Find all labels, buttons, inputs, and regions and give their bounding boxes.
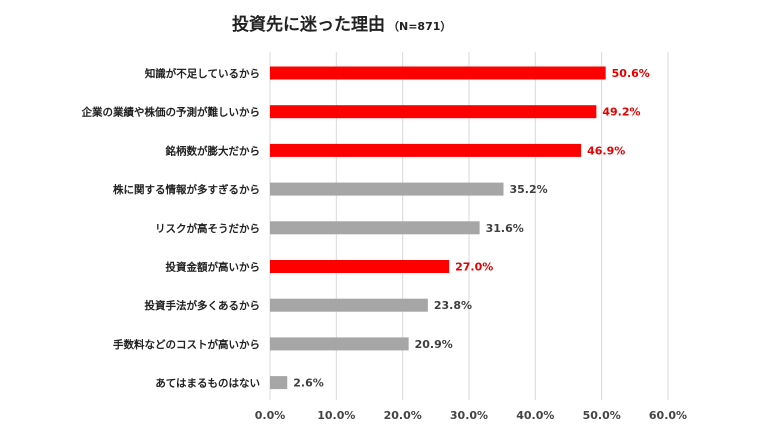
x-tick-label: 60.0% <box>649 409 687 422</box>
category-labels: 知識が不足しているから企業の業績や株価の予測が難しいから銘柄数が膨大だから株に関… <box>81 67 261 390</box>
value-label: 2.6% <box>293 377 324 390</box>
x-tick-label: 50.0% <box>583 409 621 422</box>
x-tick-label: 0.0% <box>255 409 286 422</box>
x-axis-ticks: 0.0% 10.0% 20.0% 30.0% 40.0% 50.0% 60.0% <box>255 409 687 422</box>
category-label: 投資金額が高いから <box>166 261 261 274</box>
bar <box>270 143 582 157</box>
value-label: 23.8% <box>434 299 472 312</box>
chart-title-text: 投資先に迷った理由 <box>232 14 385 35</box>
x-tick-label: 20.0% <box>384 409 422 422</box>
category-label: 銘柄数が膨大だから <box>166 144 261 157</box>
value-label: 49.2% <box>602 106 640 119</box>
bar <box>270 105 597 119</box>
x-tick-label: 30.0% <box>450 409 488 422</box>
bar <box>270 260 450 273</box>
bar <box>270 298 428 312</box>
value-label: 27.0% <box>455 261 493 274</box>
x-tick-label: 40.0% <box>516 409 554 422</box>
category-label: 知識が不足しているから <box>145 67 260 80</box>
chart-title: 投資先に迷った理由 （N=871） <box>232 14 451 35</box>
chart-subtitle-text: （N=871） <box>388 20 451 33</box>
category-label: あてはまるものはない <box>155 377 260 390</box>
value-label: 20.9% <box>415 338 453 351</box>
category-label: リスクが高そうだから <box>155 222 260 235</box>
value-label: 31.6% <box>486 222 524 235</box>
value-labels: 50.6% 49.2% 46.9% 35.2% 31.6% 27.0% 23.8% 20.9%… <box>293 67 650 390</box>
bar <box>270 182 504 196</box>
x-tick-label: 10.0% <box>317 409 355 422</box>
bar <box>270 221 480 235</box>
category-label: 企業の業績や株価の予測が難しいから <box>81 106 261 119</box>
bar <box>270 376 288 390</box>
bars <box>270 66 606 390</box>
category-label: 投資手法が多くあるから <box>145 299 261 312</box>
category-label: 手数料などのコストが高いから <box>113 338 260 351</box>
value-label: 50.6% <box>612 67 650 80</box>
value-label: 35.2% <box>509 183 547 196</box>
bar <box>270 66 606 80</box>
category-label: 株に関する情報が多すぎるから <box>113 183 260 196</box>
bar <box>270 337 409 351</box>
value-label: 46.9% <box>587 144 625 157</box>
